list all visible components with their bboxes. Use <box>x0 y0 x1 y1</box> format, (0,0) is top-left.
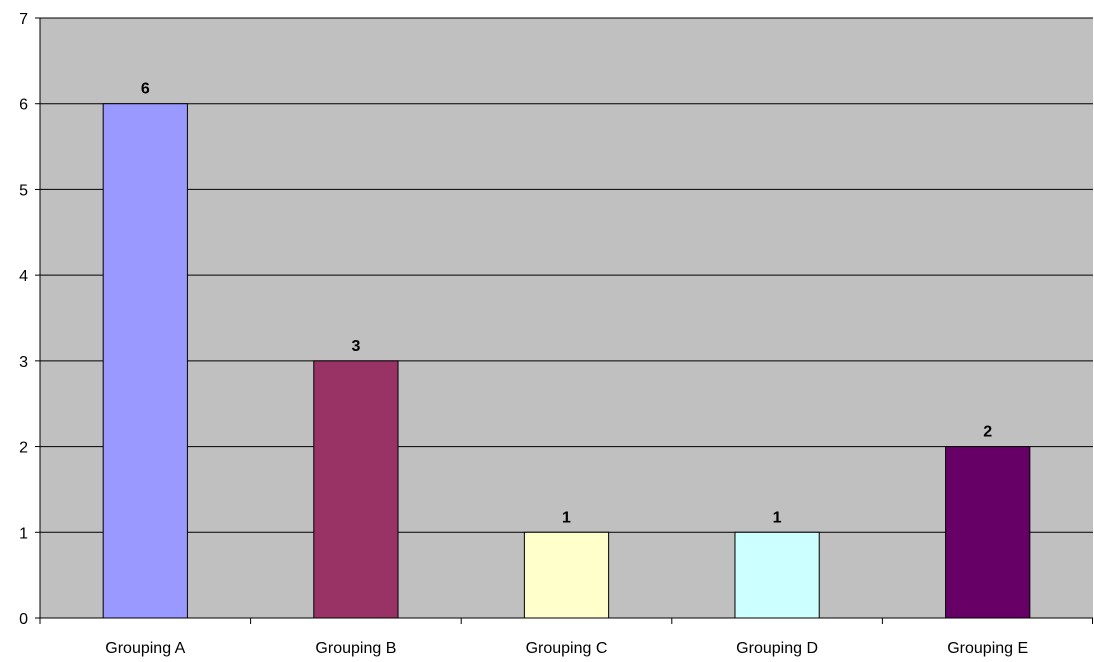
bar <box>734 531 820 619</box>
bars <box>102 103 1031 619</box>
x-axis-ticks: Grouping A Grouping B Grouping C Grouping D… <box>39 618 1093 657</box>
x-tick-label: Grouping D <box>736 640 818 657</box>
data-label: 6 <box>141 81 150 98</box>
bar <box>102 103 188 619</box>
data-label: 1 <box>562 509 571 526</box>
bar <box>523 531 610 619</box>
y-axis-ticks: 0 1 2 3 4 5 6 7 <box>19 11 40 628</box>
plot-area <box>40 18 1093 618</box>
data-label: 3 <box>351 338 360 355</box>
gridlines <box>40 17 1093 533</box>
y-tick-label: 7 <box>19 11 28 28</box>
axes <box>39 18 1093 619</box>
data-labels: 6 3 1 1 2 <box>141 81 992 527</box>
x-tick-label: Grouping A <box>105 640 185 657</box>
bar <box>945 446 1031 619</box>
x-tick-label: Grouping B <box>315 640 396 657</box>
y-tick-label: 3 <box>19 354 28 371</box>
x-tick-label: Grouping E <box>947 640 1028 657</box>
data-label: 2 <box>983 424 992 441</box>
y-tick-label: 2 <box>19 440 28 457</box>
y-tick-label: 0 <box>19 611 28 628</box>
y-tick-label: 4 <box>19 268 28 285</box>
x-tick-label: Grouping C <box>526 640 608 657</box>
bar <box>313 360 399 619</box>
data-label: 1 <box>773 509 782 526</box>
y-tick-label: 1 <box>19 525 28 542</box>
y-tick-label: 5 <box>19 182 28 199</box>
y-tick-label: 6 <box>19 97 28 114</box>
